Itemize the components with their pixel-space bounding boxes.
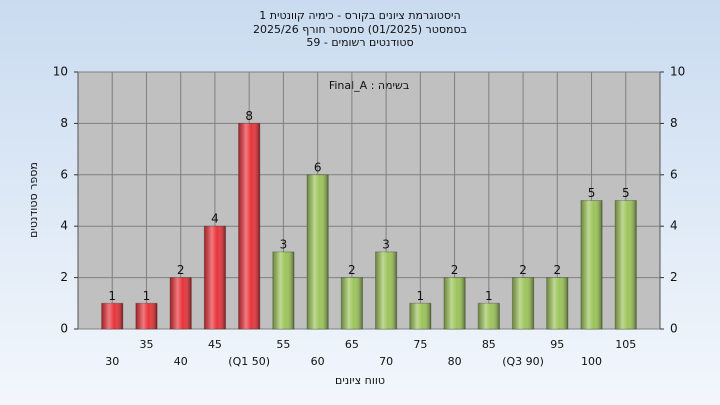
x-tick-label: 45 <box>208 338 222 351</box>
y-tick-label: 2 <box>60 270 68 284</box>
value-label: 3 <box>382 237 390 251</box>
x-tick-label: 35 <box>139 338 153 351</box>
bar <box>546 277 569 330</box>
bar <box>238 122 261 330</box>
x-tick-label: 95 <box>550 338 564 351</box>
bar <box>375 251 398 330</box>
bar <box>340 277 363 330</box>
value-label: 3 <box>280 237 288 251</box>
y-tick-label: 8 <box>60 116 68 130</box>
x-tick-label: 75 <box>413 338 427 351</box>
bar <box>477 302 500 330</box>
value-label: 2 <box>177 263 185 277</box>
value-label: 2 <box>348 263 356 277</box>
bar <box>443 277 466 330</box>
chart-subtitle: בסמסטר (01/2025) סמסטר חורף 2025/26 <box>253 23 467 36</box>
bar <box>409 302 432 330</box>
value-label: 1 <box>143 289 151 303</box>
chart-title: היסטוגרמת ציונים בקורס - כימיה קוונטית 1 <box>259 9 460 22</box>
y-tick-label: 6 <box>60 167 68 181</box>
value-label: 2 <box>451 263 459 277</box>
y-axis-label: מספר סטודנטים <box>27 162 40 238</box>
bar <box>135 302 158 330</box>
bar <box>203 225 227 330</box>
bar <box>580 200 603 330</box>
y-tick-label: 4 <box>60 219 68 233</box>
value-label: 1 <box>417 289 425 303</box>
y-tick-label: 0 <box>60 322 68 336</box>
x-tick-label: (Q3 90) <box>502 355 544 368</box>
plot-area <box>77 71 661 330</box>
value-label: 1 <box>485 289 493 303</box>
x-tick-label: 30 <box>105 355 119 368</box>
value-label: 4 <box>211 212 219 226</box>
y2-tick-label: 4 <box>670 219 678 233</box>
bar <box>614 200 637 330</box>
bar <box>306 174 329 330</box>
value-label: 5 <box>622 186 630 200</box>
x-tick-label: 40 <box>174 355 188 368</box>
x-axis-label: טווח ציונים <box>335 374 385 387</box>
x-tick-label: 105 <box>615 338 636 351</box>
bar <box>169 277 192 330</box>
y2-tick-label: 6 <box>670 167 678 181</box>
x-tick-label: (Q1 50) <box>228 355 270 368</box>
y2-tick-label: 0 <box>670 322 678 336</box>
value-label: 1 <box>108 289 116 303</box>
x-tick-label: 65 <box>345 338 359 351</box>
value-label: 2 <box>553 263 561 277</box>
y2-tick-label: 2 <box>670 270 678 284</box>
x-tick-label: 70 <box>379 355 393 368</box>
bar <box>101 302 124 330</box>
bar <box>272 251 295 330</box>
value-label: 2 <box>519 263 527 277</box>
bar <box>511 277 535 330</box>
x-tick-label: 85 <box>482 338 496 351</box>
x-tick-label: 100 <box>581 355 602 368</box>
y-tick-label: 10 <box>53 65 68 79</box>
x-tick-label: 55 <box>276 338 290 351</box>
chart-subtitle: סטודנטים רשומים - 59 <box>306 36 413 49</box>
y2-tick-label: 8 <box>670 116 678 130</box>
y2-tick-label: 10 <box>670 65 685 79</box>
value-label: 6 <box>314 160 322 174</box>
value-label: 8 <box>245 109 253 123</box>
x-tick-label: 60 <box>311 355 325 368</box>
x-tick-label: 80 <box>448 355 462 368</box>
value-label: 5 <box>588 186 596 200</box>
annotation: בשימה : Final_A <box>329 79 409 92</box>
